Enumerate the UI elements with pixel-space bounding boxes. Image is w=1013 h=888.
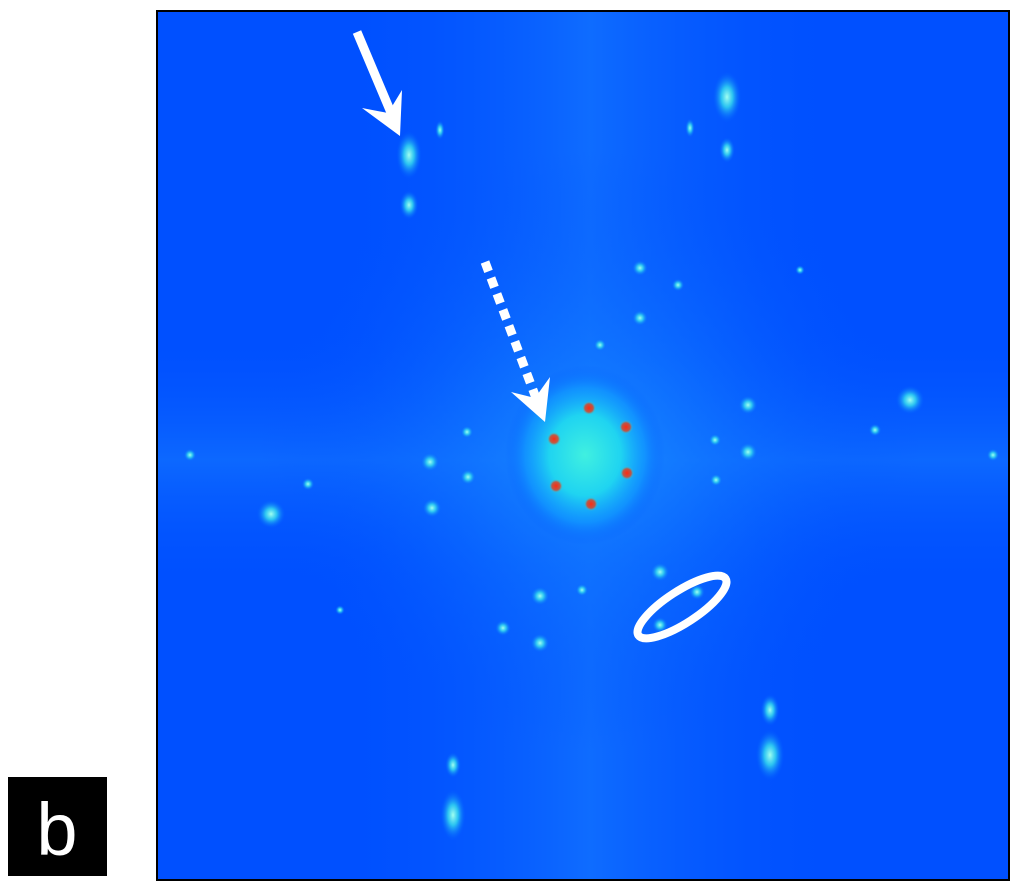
spot — [594, 339, 607, 352]
spot — [710, 474, 723, 487]
spot — [685, 118, 695, 137]
figure: b — [0, 0, 1013, 888]
spot — [530, 633, 549, 652]
spot — [302, 478, 315, 491]
spot — [440, 789, 466, 840]
spot — [632, 260, 648, 276]
spot — [495, 620, 511, 636]
spot — [632, 310, 648, 326]
spot — [672, 279, 685, 292]
spot — [257, 500, 286, 529]
spot — [869, 424, 882, 437]
spot — [738, 395, 757, 414]
spot — [719, 137, 735, 163]
spot — [713, 71, 742, 122]
spot — [709, 434, 722, 447]
spot — [461, 426, 474, 439]
spot — [738, 442, 757, 461]
spot — [576, 584, 589, 597]
spot — [756, 729, 785, 780]
spot — [399, 191, 418, 220]
spot — [420, 452, 439, 471]
panel-label: b — [36, 788, 77, 871]
page: b (() => { const data = JSON.parse(docum… — [0, 0, 1013, 888]
spot — [987, 449, 1000, 462]
spot — [435, 120, 445, 139]
spot — [335, 605, 345, 615]
spot — [445, 752, 461, 778]
spot — [760, 694, 779, 726]
spot — [422, 498, 441, 517]
diffraction-image — [157, 11, 1009, 880]
spot — [530, 586, 549, 605]
spot — [795, 265, 805, 275]
spot — [460, 469, 476, 485]
spot — [896, 386, 925, 415]
spot — [396, 131, 422, 179]
spot — [184, 449, 197, 462]
spot — [650, 562, 669, 581]
